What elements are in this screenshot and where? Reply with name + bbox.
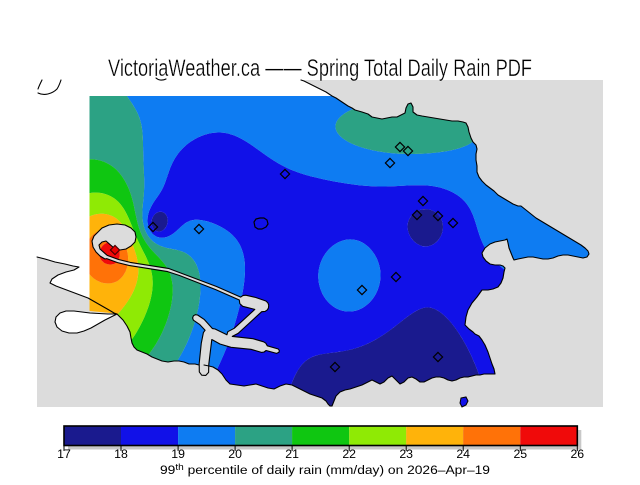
svg-text:21: 21	[285, 447, 299, 461]
svg-text:26: 26	[570, 447, 584, 461]
svg-text:18: 18	[114, 447, 128, 461]
svg-text:23: 23	[399, 447, 413, 461]
svg-text:24: 24	[456, 447, 470, 461]
svg-text:22: 22	[342, 447, 356, 461]
svg-text:19: 19	[171, 447, 185, 461]
svg-text:20: 20	[228, 447, 242, 461]
svg-text:VictoriaWeather.ca —— Spring T: VictoriaWeather.ca —— Spring Total Daily…	[108, 55, 532, 82]
svg-text:25: 25	[513, 447, 527, 461]
svg-text:17: 17	[57, 447, 71, 461]
